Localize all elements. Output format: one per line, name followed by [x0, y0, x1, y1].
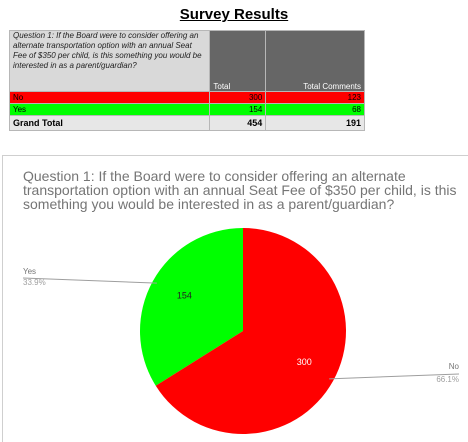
page-title: Survey Results: [179, 6, 289, 23]
table-header-row: Question 1: If the Board were to conside…: [8, 30, 365, 92]
grand-total-label: Grand Total: [8, 115, 211, 131]
legend-label-yes: Yes: [23, 267, 36, 276]
leader-line-yes: [22, 277, 157, 284]
pie-chart: 154 300 Yes 33.9% No 66.1%: [22, 228, 460, 434]
pie-slice-yes: [139, 228, 243, 386]
total-header: Total: [209, 30, 267, 92]
legend-percent-no: 66.1%: [436, 375, 459, 384]
data-label-no: 300: [297, 357, 312, 367]
summary-table: Question 1: If the Board were to conside…: [8, 30, 365, 131]
table-row-no: No 300 123: [8, 91, 365, 104]
legend-label-no: No: [449, 362, 460, 371]
row-comments: 123: [265, 91, 365, 104]
data-label-yes: 154: [177, 291, 192, 301]
row-total: 154: [209, 103, 267, 116]
grand-total-comments: 191: [265, 115, 365, 131]
row-comments: 68: [265, 103, 365, 116]
table-row-yes: Yes 154 68: [8, 103, 365, 116]
grand-total-value: 454: [209, 115, 267, 131]
row-label: No: [8, 91, 211, 104]
question-header: Question 1: If the Board were to conside…: [8, 30, 211, 92]
row-label: Yes: [8, 103, 211, 116]
chart-title: Question 1: If the Board were to conside…: [23, 168, 457, 212]
row-total: 300: [209, 91, 267, 104]
pie-slice-no: [155, 228, 346, 434]
grand-total-row: Grand Total 454 191: [8, 115, 365, 131]
pie-chart-panel: Question 1: If the Board were to conside…: [2, 155, 468, 442]
leader-line-no: [329, 373, 460, 380]
comments-header: Total Comments: [265, 30, 365, 92]
legend-percent-yes: 33.9%: [23, 278, 46, 287]
